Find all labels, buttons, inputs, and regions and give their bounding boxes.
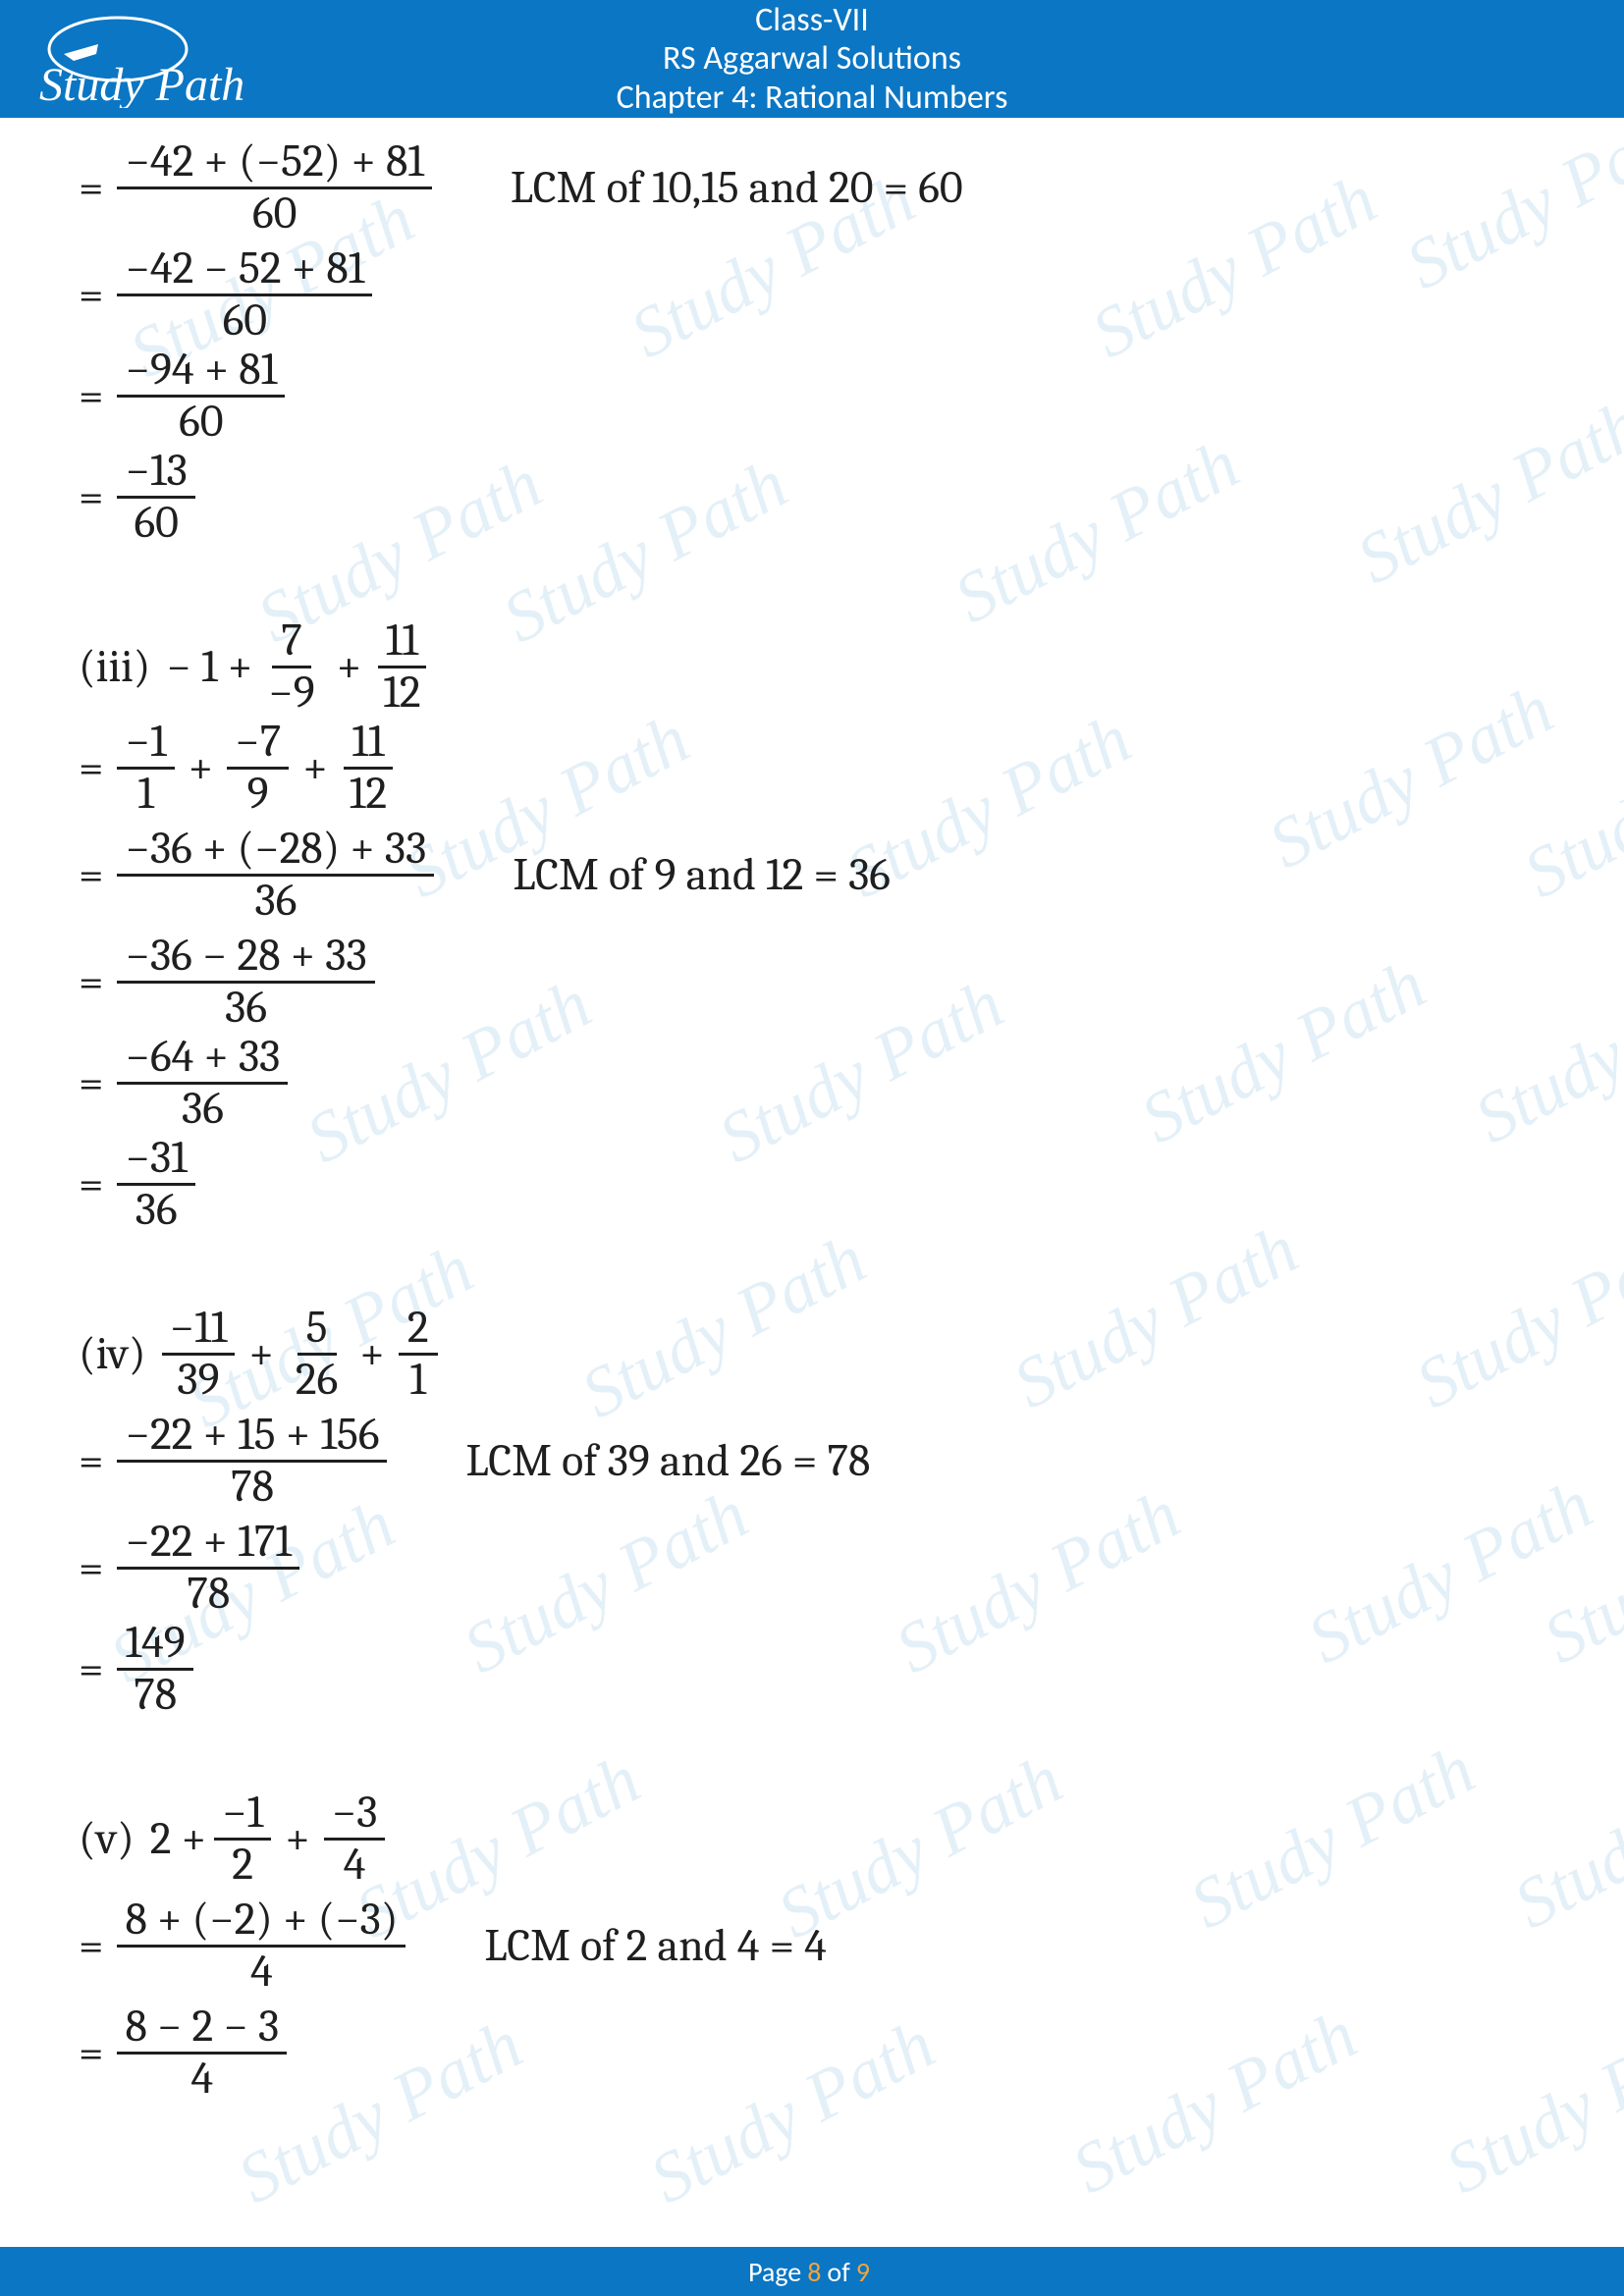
logo-text: Study Path xyxy=(39,59,244,108)
denominator: 60 xyxy=(244,189,304,239)
numerator: −1 xyxy=(117,718,174,770)
denominator: 26 xyxy=(288,1356,346,1405)
problem-v: (v) 2 + −12 + −34 = 8 + (−2) + (−3)4 LCM… xyxy=(79,1789,1545,2104)
numerator: 11 xyxy=(344,718,392,770)
math-line: = 14978 xyxy=(79,1619,1545,1720)
numerator: 8 − 2 − 3 xyxy=(117,2002,287,2055)
denominator: 12 xyxy=(342,770,395,819)
numerator: −36 + (−28) + 33 xyxy=(117,825,434,877)
numerator: −1 xyxy=(214,1789,271,1841)
lcm-note: LCM of 9 and 12 = 36 xyxy=(513,849,891,901)
problem-statement: (iv) −1139 + 526 + 21 xyxy=(79,1304,1545,1405)
page-footer: Page 8 of 9 xyxy=(0,2247,1624,2296)
footer-of: of xyxy=(827,2255,849,2289)
numerator: −13 xyxy=(117,447,194,499)
math-line: = −42 + (−52) + 8160 xyxy=(79,137,432,239)
lead-text: 2 + xyxy=(150,1817,206,1862)
denominator: 12 xyxy=(375,668,428,718)
math-line: = −22 + 15 + 15678 xyxy=(79,1411,387,1512)
math-line: = −3136 xyxy=(79,1134,1545,1235)
numerator: −36 − 28 + 33 xyxy=(117,932,374,984)
denominator: 4 xyxy=(183,2055,222,2104)
page-number: 8 xyxy=(807,2255,821,2289)
problem-label: (iii) xyxy=(79,645,150,690)
numerator: −42 − 52 + 81 xyxy=(117,244,372,296)
problem-statement: (v) 2 + −12 + −34 xyxy=(79,1789,1545,1890)
denominator: 4 xyxy=(335,1841,374,1890)
problem-label: (iv) xyxy=(79,1332,146,1377)
page-header: Study Path Class-VII RS Aggarwal Solutio… xyxy=(0,0,1624,118)
lcm-note: LCM of 39 and 26 = 78 xyxy=(465,1435,870,1487)
math-line: = −11 + −79 + 1112 xyxy=(79,718,1545,819)
denominator: 1 xyxy=(399,1356,438,1405)
denominator: 36 xyxy=(128,1186,186,1235)
footer-prefix: Page xyxy=(748,2255,801,2289)
problem-iii: (iii) − 1 + 7−9 + 1112 = −11 + −79 + 111… xyxy=(79,616,1545,1235)
denominator: 2 xyxy=(223,1841,262,1890)
solution-content: = −42 + (−52) + 8160 LCM of 10,15 and 20… xyxy=(79,128,1545,2227)
math-line: = 8 − 2 − 34 xyxy=(79,2002,1545,2104)
numerator: −11 xyxy=(162,1304,236,1356)
numerator: −22 + 15 + 156 xyxy=(117,1411,387,1463)
math-line: = −64 + 3336 xyxy=(79,1033,1545,1134)
math-line: = −94 + 8160 xyxy=(79,346,1545,447)
denominator: −9 xyxy=(260,668,322,718)
numerator: 2 xyxy=(399,1304,438,1356)
numerator: 11 xyxy=(378,616,426,668)
problem-ii-continued: = −42 + (−52) + 8160 LCM of 10,15 and 20… xyxy=(79,137,1545,548)
problem-iv: (iv) −1139 + 526 + 21 = −22 + 15 + 15678… xyxy=(79,1304,1545,1720)
numerator: −7 xyxy=(227,718,289,770)
denominator: 60 xyxy=(215,296,275,346)
lcm-note: LCM of 2 and 4 = 4 xyxy=(484,1920,826,1972)
numerator: 149 xyxy=(117,1619,192,1671)
problem-label: (v) xyxy=(79,1817,135,1862)
page-total: 9 xyxy=(856,2255,870,2289)
numerator: 8 + (−2) + (−3) xyxy=(117,1896,406,1948)
denominator: 78 xyxy=(126,1671,185,1720)
numerator: −64 + 33 xyxy=(117,1033,288,1085)
lead-text: − 1 + xyxy=(166,645,252,690)
numerator: −94 + 81 xyxy=(117,346,285,398)
denominator: 9 xyxy=(239,770,278,819)
denominator: 36 xyxy=(174,1085,232,1134)
numerator: −22 + 171 xyxy=(117,1518,299,1570)
denominator: 60 xyxy=(126,499,186,548)
problem-statement: (iii) − 1 + 7−9 + 1112 xyxy=(79,616,1545,718)
denominator: 78 xyxy=(179,1570,238,1619)
denominator: 39 xyxy=(169,1356,227,1405)
math-line: = −42 − 52 + 8160 xyxy=(79,244,1545,346)
math-line: = −36 − 28 + 3336 xyxy=(79,932,1545,1033)
numerator: −42 + (−52) + 81 xyxy=(117,137,431,189)
math-line: = −36 + (−28) + 3336 xyxy=(79,825,434,926)
denominator: 36 xyxy=(246,877,304,926)
numerator: −3 xyxy=(324,1789,386,1841)
math-line: = 8 + (−2) + (−3)4 xyxy=(79,1896,406,1997)
denominator: 36 xyxy=(217,984,275,1033)
numerator: 7 xyxy=(272,616,311,668)
math-line: = −22 + 17178 xyxy=(79,1518,1545,1619)
denominator: 60 xyxy=(171,398,231,447)
numerator: 5 xyxy=(298,1304,337,1356)
denominator: 4 xyxy=(242,1948,281,1997)
numerator: −31 xyxy=(117,1134,194,1186)
denominator: 78 xyxy=(223,1463,282,1512)
lcm-note: LCM of 10,15 and 20 = 60 xyxy=(511,162,963,214)
brand-logo: Study Path xyxy=(29,10,245,108)
math-line: = −1360 xyxy=(79,447,1545,548)
denominator: 1 xyxy=(127,770,166,819)
